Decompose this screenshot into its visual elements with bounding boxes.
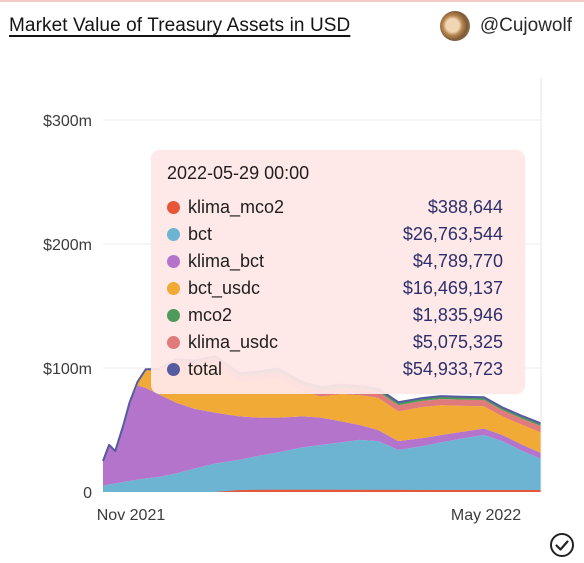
tooltip-series-name: klima_bct bbox=[188, 251, 265, 271]
series-dot-icon bbox=[167, 309, 180, 322]
area-bct bbox=[103, 434, 541, 492]
chart-tooltip: 2022-05-29 00:00 klima_mco2 $388,644 bct $2… bbox=[151, 150, 525, 394]
x-tick-label: Nov 2021 bbox=[97, 507, 166, 524]
tooltip-row: klima_bct $4,789,770 bbox=[167, 248, 503, 275]
tooltip-series-value: $54,933,723 bbox=[402, 359, 503, 379]
tooltip-row: mco2 $1,835,946 bbox=[167, 302, 503, 329]
series-dot-icon bbox=[167, 282, 180, 295]
tooltip-series-value: $16,469,137 bbox=[402, 278, 503, 298]
series-dot-icon bbox=[167, 255, 180, 268]
tooltip-series-value: $5,075,325 bbox=[412, 332, 503, 352]
series-dot-icon bbox=[167, 228, 180, 241]
area-klima_mco2-band bbox=[103, 489, 541, 492]
tooltip-row: klima_mco2 $388,644 bbox=[167, 194, 503, 221]
tooltip-series-name: total bbox=[188, 359, 223, 379]
x-tick-label: May 2022 bbox=[451, 507, 521, 524]
tooltip-row: total $54,933,723 bbox=[167, 356, 503, 383]
tooltip-row: bct $26,763,544 bbox=[167, 221, 503, 248]
y-tick-label: $100m bbox=[43, 361, 92, 378]
tooltip-row: klima_usdc $5,075,325 bbox=[167, 329, 503, 356]
tooltip-series-name: bct bbox=[188, 224, 213, 244]
y-axis-ticks: 0 $100m $200m $300m bbox=[43, 113, 92, 502]
tooltip-series-value: $4,789,770 bbox=[412, 251, 503, 271]
series-dot-icon bbox=[167, 336, 180, 349]
author-badge[interactable]: @Cujowolf bbox=[439, 11, 572, 41]
tooltip-series-value: $388,644 bbox=[427, 197, 503, 217]
tooltip-series-value: $1,835,946 bbox=[412, 305, 503, 325]
tooltip-series-value: $26,763,544 bbox=[402, 224, 503, 244]
author-handle: @Cujowolf bbox=[479, 15, 572, 36]
y-tick-label: 0 bbox=[83, 485, 92, 502]
tooltip-series-name: klima_mco2 bbox=[188, 197, 285, 217]
avatar bbox=[439, 11, 470, 41]
tooltip-rows: klima_mco2 $388,644 bct $26,763,544 klima_bc… bbox=[167, 194, 503, 383]
tooltip-series-name: mco2 bbox=[188, 305, 233, 325]
y-tick-label: $200m bbox=[43, 237, 92, 254]
tooltip-series-name: bct_usdc bbox=[188, 278, 261, 298]
y-tick-label: $300m bbox=[43, 113, 92, 130]
x-axis-ticks: Nov 2021 May 2022 bbox=[97, 507, 521, 524]
series-dot-icon bbox=[167, 201, 180, 214]
check-circle-icon[interactable] bbox=[549, 532, 575, 558]
chart-title: Market Value of Treasury Assets in USD bbox=[9, 15, 351, 36]
top-accent-line bbox=[0, 0, 584, 2]
tooltip-series-name: klima_usdc bbox=[188, 332, 279, 352]
area-klima_bct bbox=[103, 385, 541, 486]
tooltip-row: bct_usdc $16,469,137 bbox=[167, 275, 503, 302]
tooltip-date: 2022-05-29 00:00 bbox=[167, 163, 310, 183]
series-dot-icon bbox=[167, 363, 180, 376]
